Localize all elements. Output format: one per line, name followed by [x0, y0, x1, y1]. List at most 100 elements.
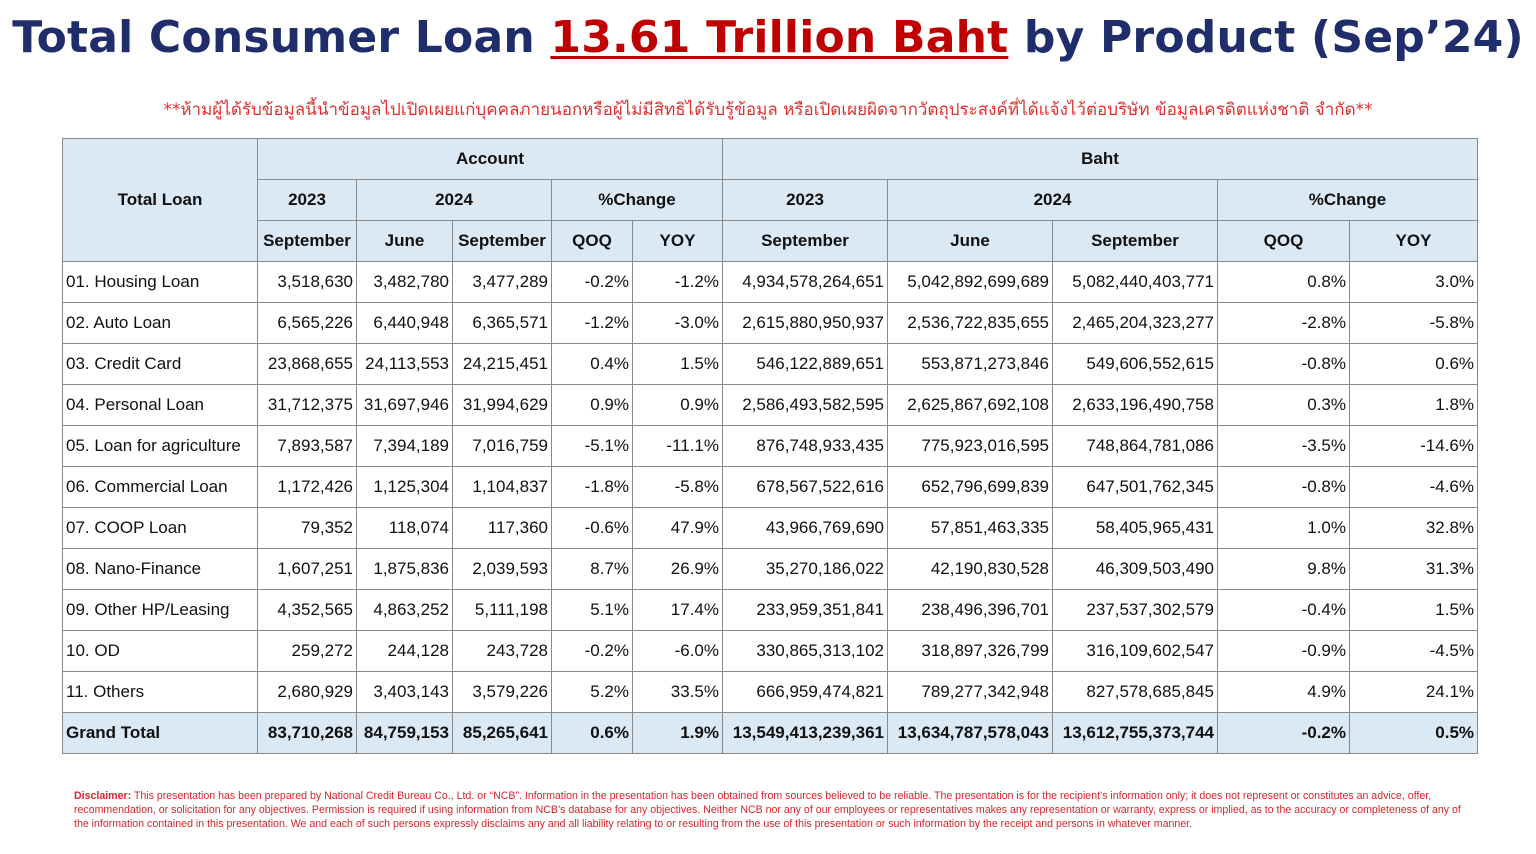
header-baht-sep-2023: September: [722, 220, 888, 262]
table-cell: 31,712,375: [257, 384, 357, 426]
table-cell: 3,482,780: [356, 261, 453, 303]
loan-product-name: 02. Auto Loan: [62, 302, 258, 344]
table-cell: 8.7%: [551, 548, 633, 590]
header-baht: Baht: [721, 138, 1479, 180]
header-baht-2023: 2023: [722, 179, 888, 221]
table-cell: 46,309,503,490: [1052, 548, 1218, 590]
disclaimer-label: Disclaimer:: [74, 790, 132, 802]
table-cell: 24,215,451: [452, 343, 552, 385]
table-cell: 0.9%: [551, 384, 633, 426]
table-cell: 259,272: [257, 630, 357, 672]
table-cell: 35,270,186,022: [722, 548, 888, 590]
table-cell: 4,352,565: [257, 589, 357, 631]
table-cell: 3,518,630: [257, 261, 357, 303]
table-row: 06. Commercial Loan 1,172,426 1,125,304 1,1…: [62, 466, 1479, 508]
table-cell: 17.4%: [632, 589, 723, 631]
table-cell: 4.9%: [1217, 671, 1350, 713]
table-cell: -3.0%: [632, 302, 723, 344]
table-cell: 0.8%: [1217, 261, 1350, 303]
table-cell: -3.5%: [1217, 425, 1350, 467]
table-cell: 2,536,722,835,655: [887, 302, 1053, 344]
table-cell: 26.9%: [632, 548, 723, 590]
header-account-2023: 2023: [257, 179, 357, 221]
loan-product-name: 11. Others: [62, 671, 258, 713]
confidentiality-warning: **ห้ามผู้ได้รับข้อมูลนี้นำข้อมูลไปเปิดเผ…: [163, 100, 1373, 120]
table-cell: 23,868,655: [257, 343, 357, 385]
table-cell: 546,122,889,651: [722, 343, 888, 385]
table-cell: -1.8%: [551, 466, 633, 508]
table-cell: 85,265,641: [452, 712, 552, 754]
header-baht-qoq: QOQ: [1217, 220, 1350, 262]
table-cell: 0.6%: [1348, 343, 1479, 385]
table-cell: 83,710,268: [257, 712, 357, 754]
header-account-yoy: YOY: [632, 220, 723, 262]
table-cell: 6,440,948: [356, 302, 453, 344]
table-row: 03. Credit Card 23,868,655 24,113,553 24,21…: [62, 343, 1479, 385]
table-cell: -0.4%: [1217, 589, 1350, 631]
table-cell: 2,039,593: [452, 548, 552, 590]
table-cell: 330,865,313,102: [722, 630, 888, 672]
table-cell: 84,759,153: [356, 712, 453, 754]
table-cell: 549,606,552,615: [1052, 343, 1218, 385]
table-cell: 7,394,189: [356, 425, 453, 467]
table-cell: 1,607,251: [257, 548, 357, 590]
table-cell: 32.8%: [1348, 507, 1479, 549]
table-cell: 47.9%: [632, 507, 723, 549]
table-row: 01. Housing Loan 3,518,630 3,482,780 3,477,…: [62, 261, 1479, 303]
table-cell: -0.6%: [551, 507, 633, 549]
table-cell: 1,104,837: [452, 466, 552, 508]
table-cell: 1.0%: [1217, 507, 1350, 549]
table-cell: 0.3%: [1217, 384, 1350, 426]
table-cell: 0.6%: [551, 712, 633, 754]
loan-product-name: 10. OD: [62, 630, 258, 672]
table-cell: -0.8%: [1217, 343, 1350, 385]
table-cell: 0.9%: [632, 384, 723, 426]
table-cell: 13,612,755,373,744: [1052, 712, 1218, 754]
table-cell: -2.8%: [1217, 302, 1350, 344]
table-cell: 7,016,759: [452, 425, 552, 467]
table-cell: 5,042,892,699,689: [887, 261, 1053, 303]
table-cell: 58,405,965,431: [1052, 507, 1218, 549]
table-cell: -11.1%: [632, 425, 723, 467]
header-baht-2024: 2024: [887, 179, 1218, 221]
table-row: 09. Other HP/Leasing 4,352,565 4,863,252 5,…: [62, 589, 1479, 631]
table-cell: 5,111,198: [452, 589, 552, 631]
table-cell: 318,897,326,799: [887, 630, 1053, 672]
header-baht-yoy: YOY: [1348, 220, 1479, 262]
table-cell: 13,634,787,578,043: [887, 712, 1053, 754]
loan-product-name: 09. Other HP/Leasing: [62, 589, 258, 631]
header-baht-change: %Change: [1216, 179, 1479, 221]
table-cell: 57,851,463,335: [887, 507, 1053, 549]
loan-product-name: 06. Commercial Loan: [62, 466, 258, 508]
table-cell: 1,172,426: [257, 466, 357, 508]
table-cell: 118,074: [356, 507, 453, 549]
table-cell: 1,875,836: [356, 548, 453, 590]
table-cell: 553,871,273,846: [887, 343, 1053, 385]
table-cell: 238,496,396,701: [887, 589, 1053, 631]
table-cell: 5.1%: [551, 589, 633, 631]
table-cell: -14.6%: [1348, 425, 1479, 467]
table-cell: 2,465,204,323,277: [1052, 302, 1218, 344]
table-row: 10. OD 259,272 244,128 243,728 -0.2% -6.0% 330…: [62, 630, 1479, 672]
table-cell: 2,680,929: [257, 671, 357, 713]
table-row: 08. Nano-Finance 1,607,251 1,875,836 2,039,…: [62, 548, 1479, 590]
table-cell: 233,959,351,841: [722, 589, 888, 631]
table-cell: 6,365,571: [452, 302, 552, 344]
table-cell: 3,477,289: [452, 261, 552, 303]
table-cell: 31.3%: [1348, 548, 1479, 590]
table-cell: 243,728: [452, 630, 552, 672]
table-cell: 79,352: [257, 507, 357, 549]
table-cell: -5.1%: [551, 425, 633, 467]
table-cell: -5.8%: [632, 466, 723, 508]
table-cell: 24,113,553: [356, 343, 453, 385]
header-baht-sep-2024: September: [1052, 220, 1218, 262]
header-account: Account: [257, 138, 723, 180]
table-cell: 31,994,629: [452, 384, 552, 426]
title-highlight: 13.61 Trillion Baht: [550, 12, 1009, 63]
table-cell: -0.9%: [1217, 630, 1350, 672]
table-cell: 2,586,493,582,595: [722, 384, 888, 426]
table-cell: 13,549,413,239,361: [722, 712, 888, 754]
table-cell: 33.5%: [632, 671, 723, 713]
table-cell: 6,565,226: [257, 302, 357, 344]
table-cell: 5,082,440,403,771: [1052, 261, 1218, 303]
